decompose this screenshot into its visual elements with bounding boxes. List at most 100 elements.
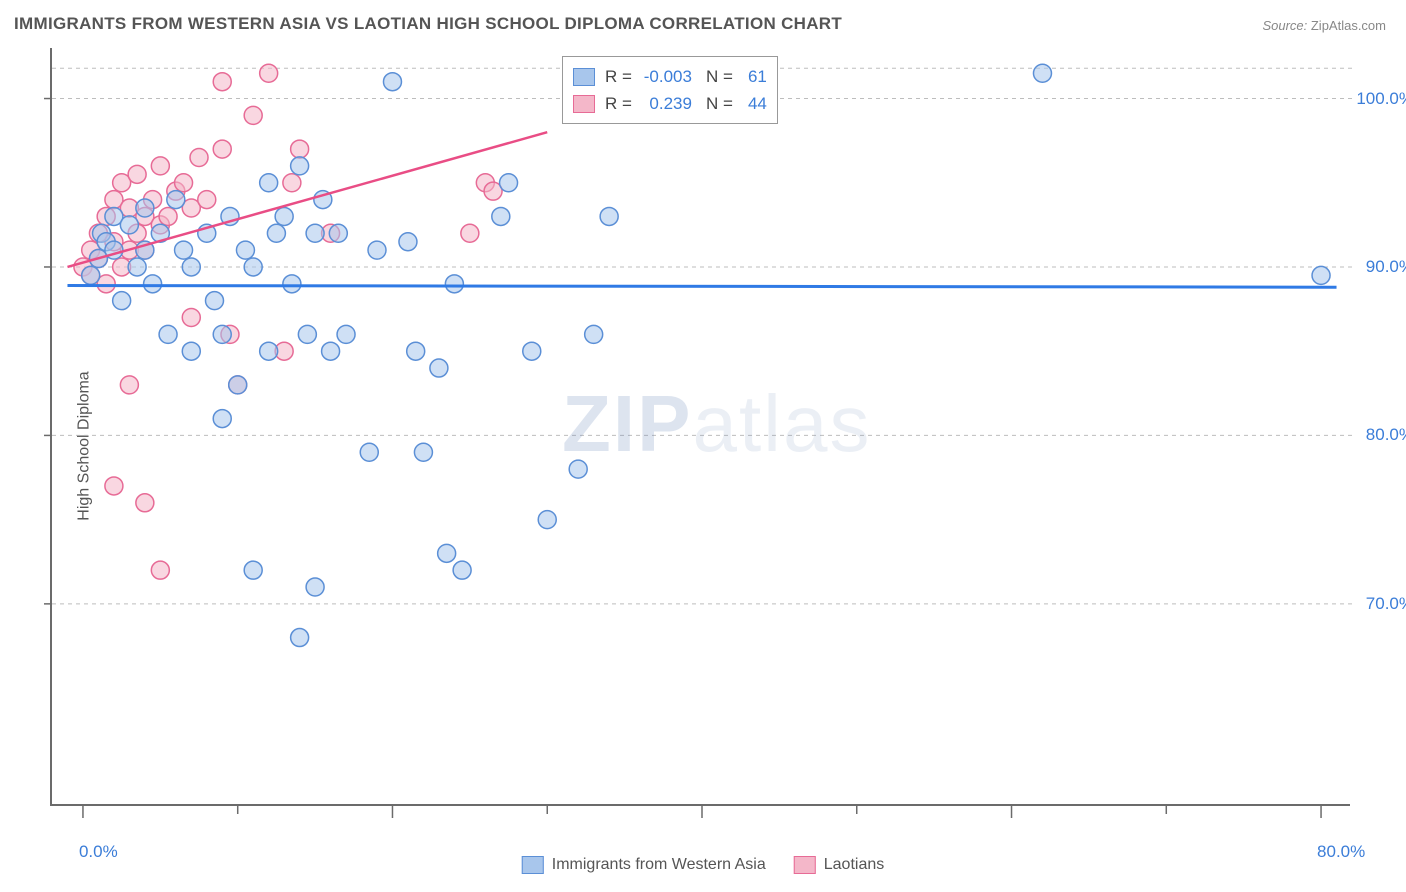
scatter-point xyxy=(182,258,200,276)
scatter-point xyxy=(283,275,301,293)
scatter-point xyxy=(244,106,262,124)
scatter-point xyxy=(298,325,316,343)
scatter-point xyxy=(113,292,131,310)
scatter-point xyxy=(414,443,432,461)
scatter-point xyxy=(244,561,262,579)
chart-container: IMMIGRANTS FROM WESTERN ASIA VS LAOTIAN … xyxy=(0,0,1406,892)
scatter-point xyxy=(136,199,154,217)
scatter-point xyxy=(260,174,278,192)
stats-swatch xyxy=(573,68,595,86)
stats-n-label: N = xyxy=(706,63,733,90)
stats-n-label: N = xyxy=(706,90,733,117)
stats-row: R = 0.239 N = 44 xyxy=(573,90,767,117)
trend-line xyxy=(67,286,1336,288)
scatter-point xyxy=(128,258,146,276)
stats-r-value: 0.239 xyxy=(632,90,692,117)
stats-n-value: 44 xyxy=(733,90,767,117)
scatter-point xyxy=(322,342,340,360)
scatter-point xyxy=(144,275,162,293)
scatter-point xyxy=(1312,266,1330,284)
scatter-point xyxy=(360,443,378,461)
scatter-point xyxy=(175,241,193,259)
scatter-point xyxy=(453,561,471,579)
scatter-point xyxy=(151,157,169,175)
legend-item: Immigrants from Western Asia xyxy=(522,856,766,874)
scatter-point xyxy=(492,207,510,225)
y-tick-label: 100.0% xyxy=(1356,89,1406,109)
stats-r-label: R = xyxy=(605,63,632,90)
scatter-point xyxy=(267,224,285,242)
stats-r-value: -0.003 xyxy=(632,63,692,90)
scatter-point xyxy=(407,342,425,360)
stats-r-label: R = xyxy=(605,90,632,117)
scatter-point xyxy=(159,325,177,343)
legend-label: Laotians xyxy=(824,856,885,873)
stats-row: R = -0.003 N = 61 xyxy=(573,63,767,90)
bottom-legend: Immigrants from Western Asia Laotians xyxy=(522,856,884,874)
scatter-point xyxy=(585,325,603,343)
scatter-point xyxy=(105,477,123,495)
stats-n-value: 61 xyxy=(733,63,767,90)
scatter-point xyxy=(82,266,100,284)
scatter-point xyxy=(399,233,417,251)
legend-swatch xyxy=(522,856,544,874)
scatter-point xyxy=(306,578,324,596)
scatter-point xyxy=(291,140,309,158)
scatter-point xyxy=(136,494,154,512)
scatter-point xyxy=(213,325,231,343)
scatter-point xyxy=(445,275,463,293)
scatter-point xyxy=(206,292,224,310)
scatter-point xyxy=(600,207,618,225)
scatter-point xyxy=(1033,64,1051,82)
scatter-point xyxy=(159,207,177,225)
scatter-point xyxy=(291,157,309,175)
source-prefix: Source: xyxy=(1262,18,1310,33)
y-tick-label: 90.0% xyxy=(1366,257,1406,277)
stats-box: R = -0.003 N = 61 R = 0.239 N = 44 xyxy=(562,56,778,124)
scatter-point xyxy=(244,258,262,276)
scatter-point xyxy=(260,64,278,82)
scatter-point xyxy=(198,191,216,209)
scatter-point xyxy=(260,342,278,360)
legend-item: Laotians xyxy=(794,856,885,874)
scatter-point xyxy=(128,165,146,183)
scatter-point xyxy=(569,460,587,478)
source-attribution: Source: ZipAtlas.com xyxy=(1262,18,1386,33)
scatter-point xyxy=(229,376,247,394)
x-tick-label: 80.0% xyxy=(1317,842,1365,862)
scatter-point xyxy=(120,376,138,394)
scatter-point xyxy=(167,191,185,209)
scatter-point xyxy=(182,342,200,360)
scatter-point xyxy=(213,410,231,428)
scatter-point xyxy=(430,359,448,377)
scatter-point xyxy=(500,174,518,192)
y-tick-label: 70.0% xyxy=(1366,594,1406,614)
plot-area: ZIPatlas R = -0.003N = 61R = 0.239N = 44… xyxy=(50,48,1350,806)
scatter-point xyxy=(151,561,169,579)
scatter-point xyxy=(383,73,401,91)
legend-swatch xyxy=(794,856,816,874)
y-tick-label: 80.0% xyxy=(1366,425,1406,445)
stats-swatch xyxy=(573,95,595,113)
chart-title: IMMIGRANTS FROM WESTERN ASIA VS LAOTIAN … xyxy=(14,14,842,34)
scatter-point xyxy=(120,216,138,234)
scatter-point xyxy=(538,511,556,529)
scatter-point xyxy=(337,325,355,343)
source-name: ZipAtlas.com xyxy=(1311,18,1386,33)
scatter-point xyxy=(283,174,301,192)
scatter-point xyxy=(175,174,193,192)
x-tick-label: 0.0% xyxy=(79,842,118,862)
scatter-point xyxy=(275,207,293,225)
scatter-point xyxy=(213,140,231,158)
plot-svg xyxy=(52,48,1350,804)
scatter-point xyxy=(461,224,479,242)
scatter-point xyxy=(182,309,200,327)
legend-label: Immigrants from Western Asia xyxy=(552,856,766,873)
scatter-point xyxy=(291,629,309,647)
scatter-point xyxy=(523,342,541,360)
scatter-point xyxy=(190,148,208,166)
scatter-point xyxy=(213,73,231,91)
scatter-point xyxy=(306,224,324,242)
scatter-point xyxy=(368,241,386,259)
scatter-point xyxy=(438,544,456,562)
